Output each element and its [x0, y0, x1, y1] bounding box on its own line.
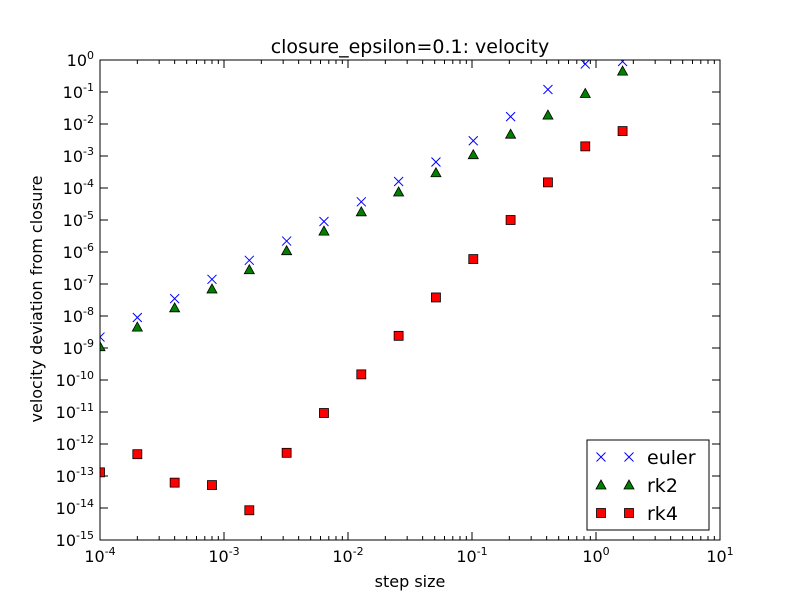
rk2-point	[504, 128, 517, 139]
y-tick-label: 10-4	[63, 177, 94, 198]
euler-point	[169, 293, 180, 304]
rk4-point	[356, 369, 367, 380]
euler-point	[244, 255, 255, 266]
plot-area: 10-4 10-3 10-2 10-1 100 101 100 10-1 10-2 10-3 10-…	[56, 49, 734, 566]
rk4-point	[393, 330, 404, 341]
legend-label: rk2	[647, 475, 678, 497]
rk4-point	[505, 215, 516, 225]
rk4-point	[543, 177, 553, 188]
series-rk4	[100, 126, 628, 516]
x-tick-label: 10-2	[332, 545, 363, 566]
chart-title: closure_epsilon=0.1: velocity	[271, 36, 550, 58]
y-tick-label: 10-8	[63, 305, 94, 326]
legend-entry-rk4: rk4	[596, 503, 678, 525]
legend-marker	[595, 479, 607, 490]
y-tick-label: 10-11	[56, 401, 94, 422]
legend-marker	[623, 479, 635, 490]
euler-point	[431, 157, 441, 167]
y-tick-label: 10-10	[56, 369, 94, 390]
legend-label: rk4	[647, 503, 678, 525]
plot-frame	[99, 59, 721, 541]
legend-marker	[624, 452, 634, 462]
rk4-point	[468, 254, 479, 264]
rk4-point	[431, 292, 441, 303]
euler-point	[617, 60, 628, 67]
legend: euler rk2 rk4	[586, 439, 710, 531]
rk2-point	[280, 244, 293, 256]
rk2-point	[579, 87, 591, 98]
rk4-point	[281, 447, 292, 458]
euler-point	[100, 332, 105, 342]
series-layer	[100, 60, 629, 516]
legend-entry-rk2: rk2	[595, 475, 678, 497]
euler-point	[356, 196, 367, 207]
rk4-point	[319, 408, 329, 418]
euler-point	[505, 111, 516, 122]
y-tick-label: 10-9	[63, 337, 94, 358]
legend-box	[586, 439, 710, 531]
euler-point	[580, 60, 591, 69]
x-tick-label: 10-3	[208, 545, 239, 566]
rk4-point	[580, 141, 591, 152]
y-tick-label: 10-5	[63, 209, 94, 230]
euler-point	[132, 312, 143, 323]
y-tick-label: 10-7	[63, 273, 94, 294]
euler-point	[393, 176, 404, 187]
euler-point	[319, 216, 329, 227]
y-tick-label: 10-3	[63, 145, 94, 166]
legend-marker	[596, 452, 606, 462]
euler-point	[281, 236, 292, 246]
y-tick-label: 10-14	[56, 497, 94, 518]
rk2-point	[131, 321, 144, 332]
rk2-point	[318, 225, 330, 236]
series-euler	[100, 60, 628, 342]
rk2-point	[100, 340, 106, 352]
rk2-point	[467, 148, 479, 160]
rk4-point	[207, 480, 217, 490]
x-tick-label: 101	[706, 545, 733, 566]
x-tick-label: 10-4	[84, 545, 115, 566]
rk2-point	[392, 186, 405, 197]
series-rk2	[100, 65, 629, 352]
y-tick-label: 100	[67, 49, 94, 70]
y-tick-label: 10-12	[56, 433, 94, 454]
y-tick-label: 10-6	[63, 241, 94, 262]
legend-label: euler	[647, 447, 696, 469]
rk4-point	[169, 477, 180, 488]
legend-entry-euler: euler	[596, 447, 696, 469]
rk2-point	[616, 65, 629, 76]
rk4-point	[100, 467, 105, 478]
rk2-point	[430, 166, 442, 178]
rk2-point	[168, 302, 181, 313]
rk4-point	[617, 126, 628, 136]
legend-marker	[596, 508, 606, 518]
rk4-point	[132, 449, 143, 460]
y-tick-label: 10-13	[56, 465, 94, 486]
y-tick-label: 10-2	[63, 113, 94, 134]
x-tick-label: 10-1	[456, 545, 487, 566]
rk2-point	[243, 263, 255, 275]
rk2-point	[355, 206, 367, 217]
y-axis-label: velocity deviation from closure	[27, 176, 46, 423]
rk4-point	[244, 505, 255, 516]
y-tick-label: 10-1	[63, 81, 94, 102]
euler-point	[207, 274, 217, 285]
y-tick-label: 10-15	[56, 529, 94, 550]
euler-point	[468, 135, 479, 146]
rk2-point	[542, 109, 554, 120]
euler-point	[543, 84, 553, 95]
x-axis-label: step size	[375, 572, 446, 591]
legend-marker	[624, 508, 634, 518]
rk2-point	[206, 283, 218, 294]
x-tick-label: 100	[582, 545, 609, 566]
